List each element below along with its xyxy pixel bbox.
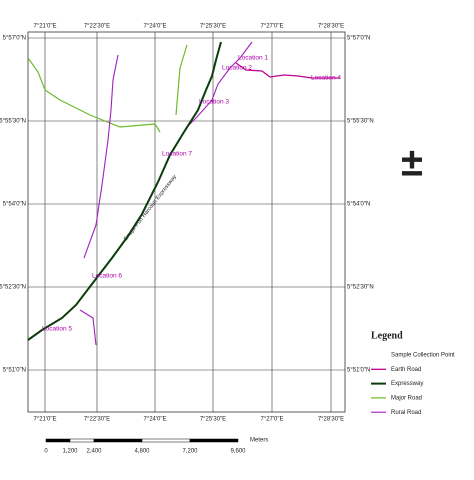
- scale-unit: Meters: [250, 438, 268, 444]
- location-label: Location 2: [222, 65, 252, 72]
- legend-label: Earth Road: [391, 367, 421, 373]
- legend-label: Rural Road: [391, 410, 421, 416]
- rural-road: [79, 309, 97, 346]
- scale-segment: [141, 438, 191, 443]
- top-label: 7°28'30"E: [318, 24, 344, 30]
- left-label: 5°51'0"N: [3, 368, 26, 374]
- legend-label: Expressway: [391, 381, 423, 387]
- bottom-label: 7°22'30"E: [84, 417, 110, 423]
- rural-road: [83, 54, 119, 259]
- right-label: 5°54'0"N: [347, 202, 370, 208]
- rural-road: [185, 41, 253, 129]
- bottom-label: 7°28'30"E: [318, 417, 344, 423]
- left-label: 5°57'0"N: [3, 36, 26, 42]
- scale-label: 2,400: [86, 449, 102, 455]
- north-arrow: ±: [401, 141, 423, 185]
- scale-segment: [45, 438, 71, 443]
- location-label: Location 5: [42, 326, 72, 333]
- scale-segment: [93, 438, 143, 443]
- legend-label: Major Road: [391, 395, 422, 401]
- top-label: 7°25'30"E: [200, 24, 226, 30]
- location-label: Location 6: [92, 273, 122, 280]
- scale-segment: [189, 438, 239, 443]
- left-label: 5°54'0"N: [3, 202, 26, 208]
- earth-road: [235, 62, 340, 79]
- scale-label: 9,600: [230, 449, 246, 455]
- location-label: Location 4: [311, 75, 341, 82]
- location-label: Location 7: [162, 151, 192, 158]
- graticule: 7°21'0"E 7°21'0"E 7°22'30"E 7°22'30"E 7°24'0…: [0, 24, 374, 423]
- top-label: 7°21'0"E: [33, 24, 56, 30]
- scale-label: 1,200: [62, 449, 78, 455]
- top-label: 7°24'0"E: [143, 24, 166, 30]
- scale-label: 4,800: [134, 449, 150, 455]
- expressway: [27, 41, 222, 341]
- scale-label: 0: [44, 449, 48, 455]
- scale-label: 7,200: [182, 449, 198, 455]
- scale-segment: [69, 438, 95, 443]
- left-label: 5°52'30"N: [0, 285, 26, 291]
- left-label: 5°55'30"N: [0, 119, 26, 125]
- bottom-label: 7°25'30"E: [200, 417, 226, 423]
- legend-label: Sample Collection Point: [391, 353, 455, 359]
- map-frame: [27, 31, 346, 413]
- right-label: 5°55'30"N: [347, 119, 374, 125]
- top-label: 7°27'0"E: [260, 24, 283, 30]
- major-road: [175, 44, 188, 116]
- location-label: Location 1: [238, 55, 268, 62]
- location-label: Location 3: [199, 99, 229, 106]
- right-label: 5°51'0"N: [347, 368, 370, 374]
- legend-title: Legend: [371, 330, 403, 341]
- right-label: 5°52'30"N: [347, 285, 374, 291]
- bottom-label: 7°21'0"E: [33, 417, 56, 423]
- top-label: 7°22'30"E: [84, 24, 110, 30]
- major-road: [27, 57, 161, 133]
- right-label: 5°57'0"N: [347, 36, 370, 42]
- bottom-label: 7°27'0"E: [260, 417, 283, 423]
- bottom-label: 7°24'0"E: [143, 417, 166, 423]
